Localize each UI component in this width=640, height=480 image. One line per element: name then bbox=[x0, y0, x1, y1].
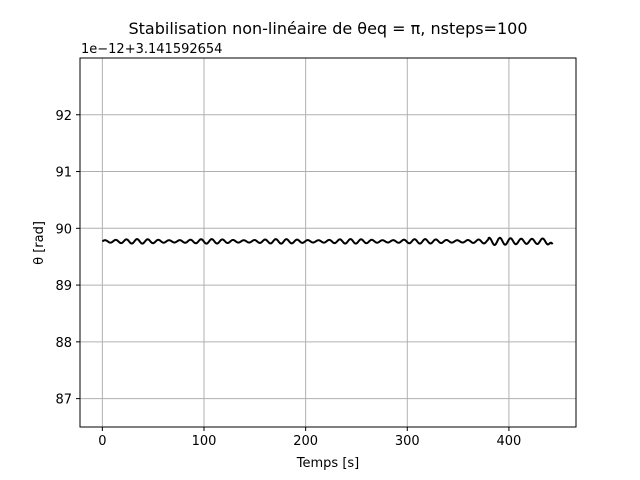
y-axis-offset-text: 1e−12+3.141592654 bbox=[81, 42, 222, 57]
y-tick-label: 90 bbox=[55, 222, 72, 237]
grid-lines bbox=[80, 58, 576, 427]
y-tick-label: 92 bbox=[55, 109, 72, 124]
plot-area-frame bbox=[79, 57, 577, 428]
series-line bbox=[101, 236, 554, 246]
y-axis-label: θ [rad] bbox=[32, 221, 47, 265]
x-tick-label: 100 bbox=[192, 434, 217, 449]
x-axis: 0 100 200 300 400 bbox=[98, 427, 521, 449]
x-tick-label: 0 bbox=[98, 434, 106, 449]
y-tick-label: 89 bbox=[55, 279, 72, 294]
x-tick-label: 400 bbox=[497, 434, 522, 449]
y-axis: 87 88 89 90 91 92 bbox=[55, 109, 80, 408]
x-axis-label: Temps [s] bbox=[296, 456, 359, 471]
y-tick-label: 87 bbox=[55, 393, 72, 408]
series-layer bbox=[101, 236, 554, 246]
chart-title: Stabilisation non-linéaire de θeq = π, n… bbox=[128, 19, 527, 38]
y-tick-label: 88 bbox=[55, 336, 72, 351]
x-tick-label: 300 bbox=[395, 434, 420, 449]
y-tick-label: 91 bbox=[55, 166, 72, 181]
x-tick-label: 200 bbox=[293, 434, 318, 449]
